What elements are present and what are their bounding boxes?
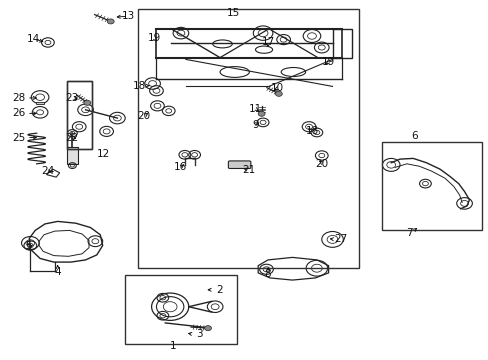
Text: 24: 24	[41, 166, 55, 176]
Text: 26: 26	[12, 108, 25, 118]
Text: 21: 21	[241, 165, 255, 175]
Text: 12: 12	[97, 149, 110, 159]
Text: 4: 4	[54, 267, 61, 277]
Text: 28: 28	[12, 93, 25, 103]
Text: 11: 11	[248, 104, 262, 114]
Text: 19: 19	[321, 57, 335, 67]
FancyBboxPatch shape	[228, 161, 250, 168]
Text: 10: 10	[271, 83, 284, 93]
Text: 2: 2	[215, 285, 222, 295]
Text: 20: 20	[138, 111, 150, 121]
Text: 27: 27	[334, 234, 347, 244]
Bar	[382, 142, 481, 230]
Circle shape	[107, 19, 114, 24]
Text: 8: 8	[264, 269, 271, 279]
Text: 14: 14	[26, 34, 40, 44]
Text: 17: 17	[261, 37, 274, 48]
Text: 20: 20	[315, 159, 327, 169]
Bar	[36, 102, 44, 104]
Text: 18: 18	[305, 126, 318, 136]
Text: 16: 16	[173, 162, 186, 172]
Text: 7: 7	[406, 228, 412, 238]
Bar	[124, 275, 237, 344]
Text: 15: 15	[226, 8, 240, 18]
Text: 23: 23	[65, 93, 79, 103]
Circle shape	[258, 111, 264, 116]
Text: 9: 9	[251, 120, 258, 130]
Text: 13: 13	[121, 11, 135, 21]
Circle shape	[204, 326, 211, 331]
Text: 3: 3	[196, 329, 203, 339]
Text: 19: 19	[147, 33, 161, 43]
Text: 6: 6	[410, 131, 417, 141]
Bar	[138, 9, 359, 268]
Text: 25: 25	[12, 132, 25, 143]
Text: 22: 22	[65, 132, 79, 143]
Circle shape	[84, 100, 91, 105]
Text: 18: 18	[132, 81, 146, 91]
Bar	[67, 147, 78, 164]
Bar	[67, 81, 92, 149]
Text: 5: 5	[25, 240, 32, 251]
Bar	[67, 81, 92, 149]
Text: 1: 1	[170, 341, 177, 351]
Circle shape	[275, 91, 282, 96]
